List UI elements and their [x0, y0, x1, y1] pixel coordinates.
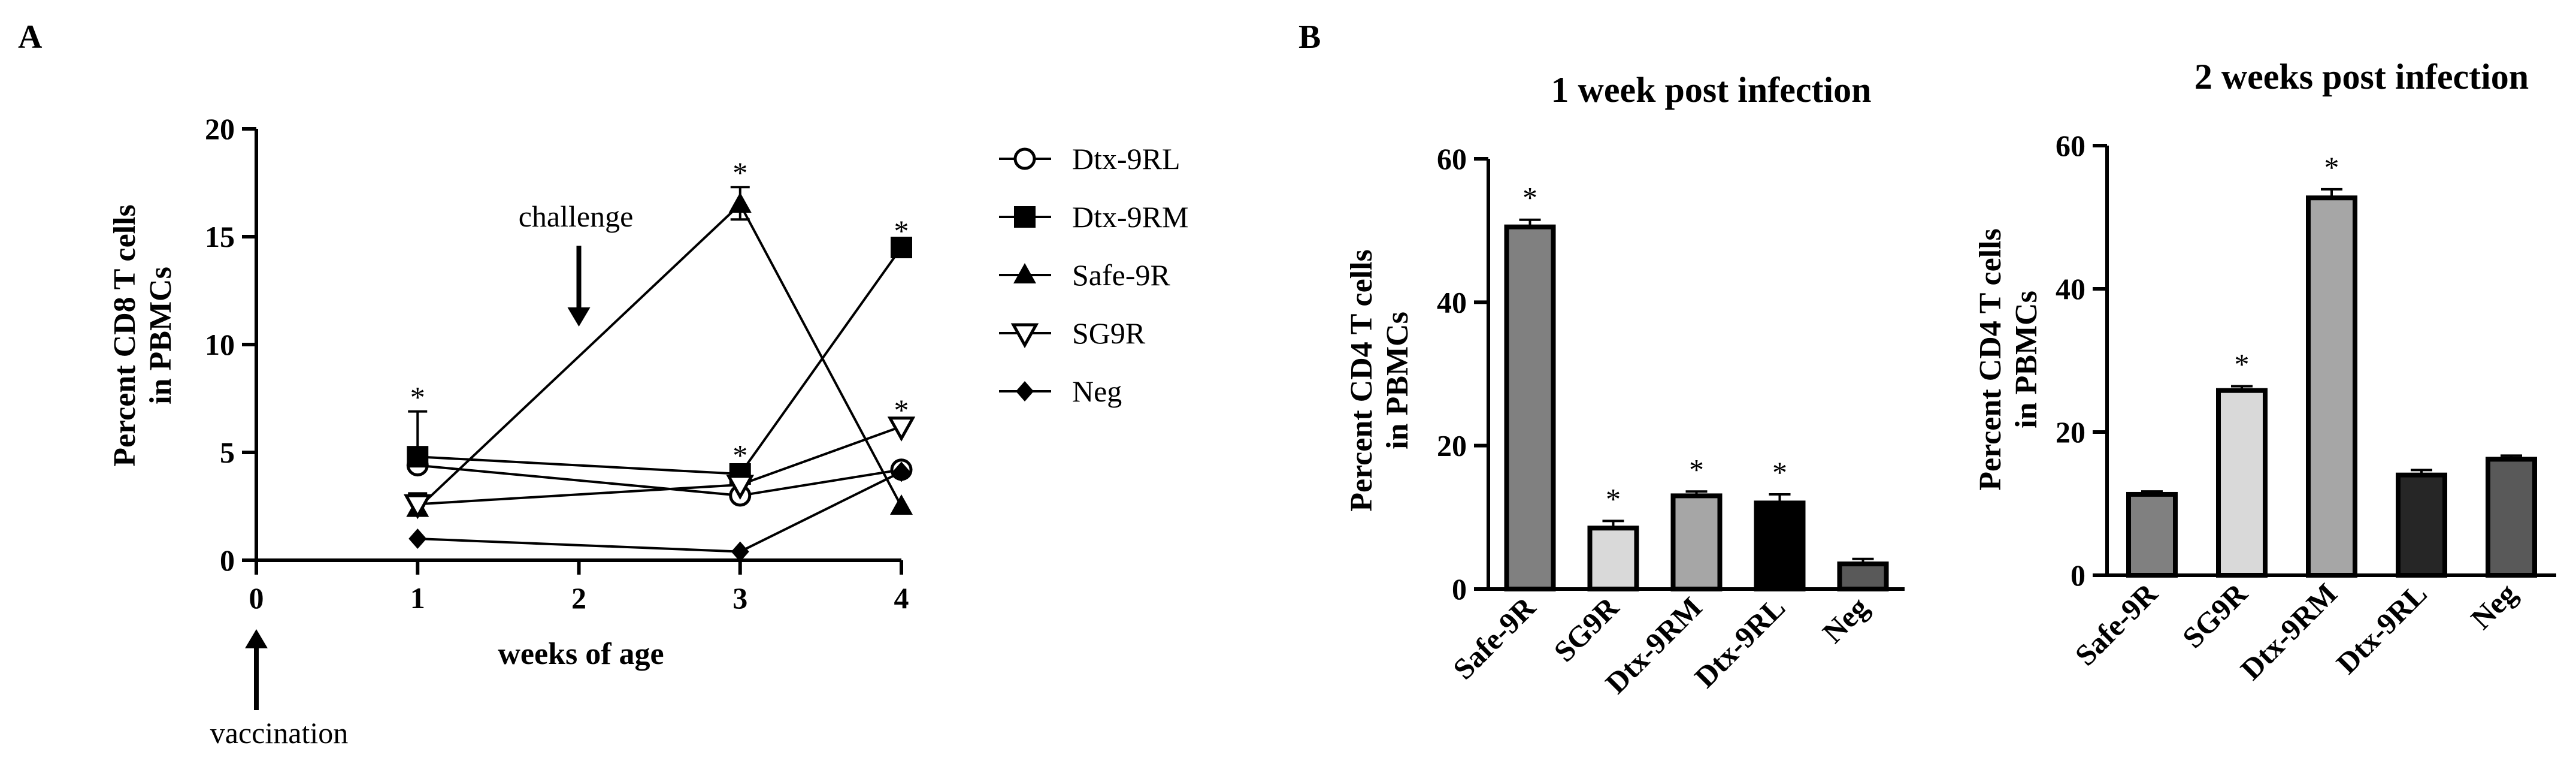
significance-star: * [1522, 181, 1537, 215]
bar [1837, 561, 1889, 591]
bar [2126, 491, 2178, 578]
bar [2306, 195, 2357, 578]
significance-star: * [732, 439, 747, 472]
x-tick-label: 2 [571, 581, 586, 615]
chart-title-1-week: 1 week post infection [1551, 70, 1872, 110]
bar [2216, 388, 2268, 578]
series-line [417, 470, 902, 553]
y-tick-label: 20 [205, 112, 235, 146]
legend-marker [1013, 263, 1036, 283]
data-point [408, 529, 427, 549]
x-tick-label: 3 [732, 581, 747, 615]
challenge-arrow-head [567, 307, 591, 327]
data-point [728, 192, 752, 213]
bar [1504, 224, 1556, 591]
data-point [403, 494, 432, 520]
annotation-label: challenge [519, 200, 634, 233]
y-tick-label: 0 [2071, 558, 2085, 592]
y-tick-label: 60 [1437, 142, 1467, 176]
y-tick-label: 40 [1437, 285, 1467, 319]
y-tick-label: 0 [220, 543, 235, 577]
y-tick-label: 10 [205, 328, 235, 361]
category-label: SG9R [1547, 590, 1625, 669]
panel-label-b: B [1298, 19, 1321, 56]
bar [2396, 472, 2447, 578]
bar [1670, 493, 1723, 592]
annotation-label: vaccination [210, 716, 348, 750]
bar [2486, 457, 2537, 578]
significance-star: * [410, 380, 425, 413]
significance-star: * [894, 214, 909, 247]
y-tick-label: 40 [2056, 272, 2085, 306]
y-tick-label: 20 [2056, 415, 2085, 449]
category-label: Neg [2464, 576, 2523, 636]
legend-label: SG9R [1072, 316, 1146, 350]
y-axis-title-line2: in PBMCs [2009, 291, 2044, 428]
data-point [726, 475, 755, 500]
panel-label-a: A [18, 19, 43, 56]
legend-label: Neg [1072, 375, 1122, 408]
bar [1754, 500, 1806, 592]
legend-marker [1010, 323, 1039, 349]
y-axis-title-line2: in PBMCs [1381, 312, 1415, 449]
significance-star: * [1772, 455, 1787, 489]
bar-chart-1-week: 1 week post infection Percent CD4 T cell… [1345, 70, 1905, 700]
y-axis-title-line2: in PBMCs [144, 267, 178, 404]
y-axis-title-line1: Percent CD8 T cells [108, 204, 142, 467]
legend-label: Safe-9R [1072, 258, 1170, 292]
line-chart-cd8: Percent CD8 T cells in PBMCs weeks of ag… [108, 112, 1188, 750]
y-tick-label: 5 [220, 436, 235, 469]
data-point [892, 461, 910, 482]
chart-title-2-weeks: 2 weeks post infection [2194, 57, 2529, 96]
data-point [407, 446, 429, 468]
legend-marker [1013, 147, 1036, 170]
category-label: Dtx-9RL [1688, 590, 1791, 694]
y-tick-label: 0 [1452, 572, 1467, 606]
y-tick-label: 15 [205, 220, 235, 253]
series-line [416, 202, 903, 510]
y-tick-label: 20 [1437, 429, 1467, 463]
category-label: Neg [1816, 590, 1875, 650]
bar-chart-2-weeks: 2 weeks post infection Percent CD4 T cel… [1973, 57, 2556, 686]
legend-marker [1016, 381, 1034, 401]
category-label: Dtx-9RL [2330, 576, 2433, 680]
significance-star: * [1689, 452, 1704, 486]
x-axis-title: weeks of age [498, 637, 664, 671]
data-point [890, 494, 913, 515]
x-tick-label: 0 [249, 581, 264, 615]
series-line [417, 425, 902, 506]
category-label: SG9R [2176, 576, 2254, 655]
significance-star: * [2324, 150, 2339, 184]
y-tick-label: 60 [2056, 129, 2085, 162]
legend-label: Dtx-9RL [1072, 142, 1180, 176]
category-label: Dtx-9RM [2234, 576, 2344, 686]
significance-star: * [2235, 348, 2250, 381]
x-tick-label: 1 [410, 581, 425, 615]
bar [1587, 526, 1639, 591]
legend-marker [1014, 206, 1036, 228]
y-axis-title-line1: Percent CD4 T cells [1973, 228, 2008, 491]
significance-star: * [894, 393, 909, 427]
vaccination-arrow-head [245, 629, 268, 648]
data-point [891, 237, 912, 258]
x-tick-label: 4 [894, 581, 909, 615]
significance-star: * [732, 156, 747, 189]
legend-label: Dtx-9RM [1072, 200, 1188, 234]
y-axis-title-line1: Percent CD4 T cells [1345, 249, 1379, 512]
data-point [731, 541, 749, 562]
data-point [887, 416, 916, 442]
significance-star: * [1606, 482, 1621, 515]
